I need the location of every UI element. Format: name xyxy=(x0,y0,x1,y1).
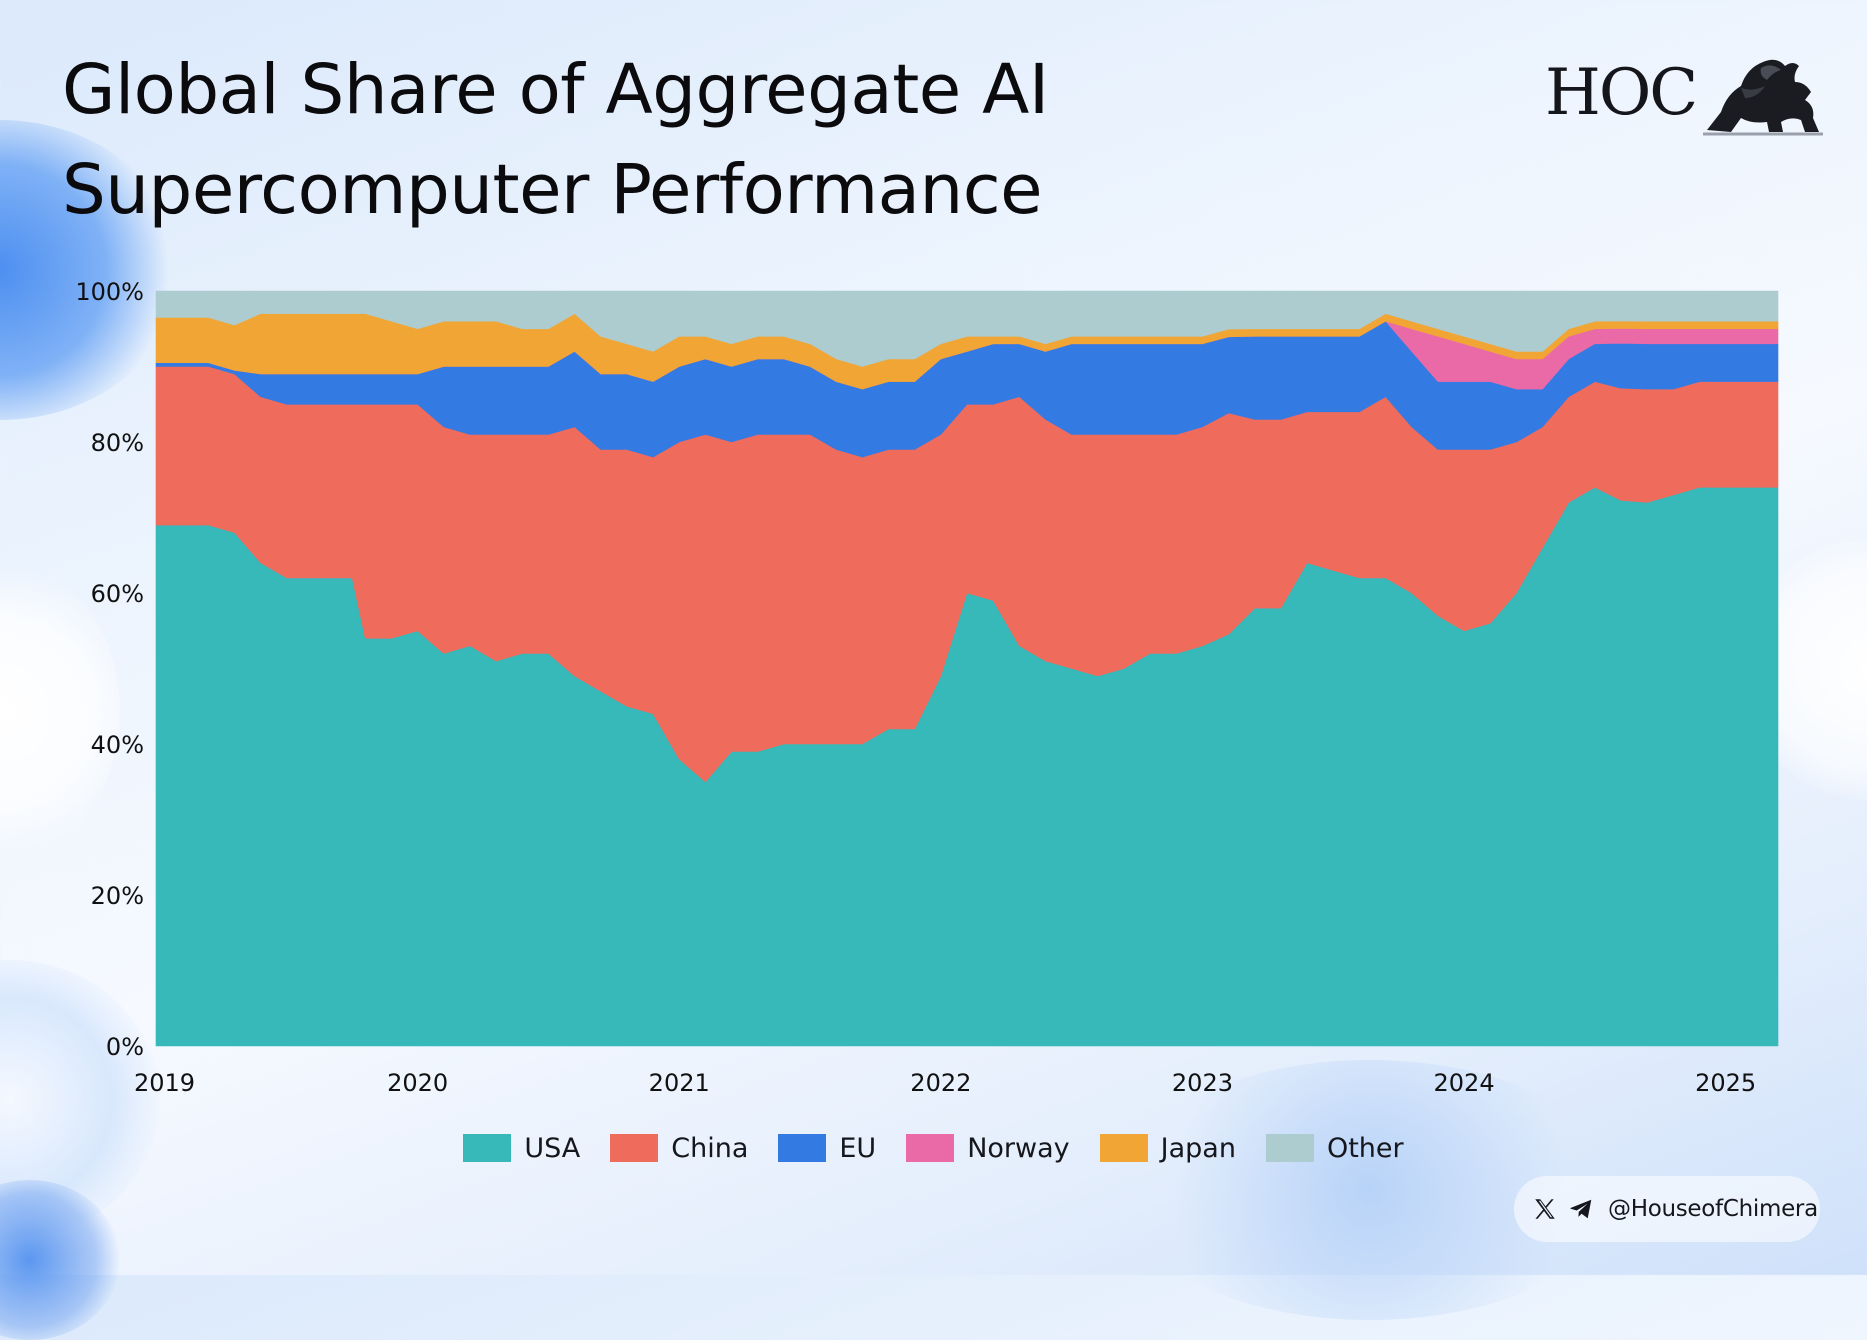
y-tick-label: 40% xyxy=(91,731,144,759)
chart-legend: USA China EU Norway Japan Other xyxy=(0,1132,1867,1164)
legend-item-norway: Norway xyxy=(906,1132,1070,1164)
x-tick-label: 2023 xyxy=(1172,1069,1233,1097)
y-tick-label: 80% xyxy=(91,429,144,457)
legend-item-japan: Japan xyxy=(1099,1132,1236,1164)
x-tick-label: 2019 xyxy=(134,1069,195,1097)
y-tick-label: 60% xyxy=(91,580,144,608)
social-handle-badge[interactable]: @HouseofChimera xyxy=(1514,1176,1820,1242)
logo-text: HOC xyxy=(1545,56,1698,130)
x-tick-label: 2025 xyxy=(1695,1069,1756,1097)
legend-label-other: Other xyxy=(1326,1132,1404,1164)
x-icon[interactable] xyxy=(1532,1196,1558,1222)
y-tick-label: 20% xyxy=(91,882,144,910)
legend-label-china: China xyxy=(671,1132,749,1164)
legend-swatch-china xyxy=(610,1134,659,1162)
x-tick-label: 2022 xyxy=(910,1069,971,1097)
legend-swatch-eu xyxy=(778,1134,827,1162)
legend-label-norway: Norway xyxy=(967,1132,1070,1164)
legend-swatch-norway xyxy=(906,1134,955,1162)
y-tick-label: 100% xyxy=(75,278,144,306)
legend-label-eu: EU xyxy=(839,1132,877,1164)
brand-logo: HOC xyxy=(1545,52,1825,142)
legend-swatch-japan xyxy=(1099,1134,1148,1162)
legend-item-other: Other xyxy=(1265,1132,1404,1164)
x-tick-label: 2021 xyxy=(649,1069,710,1097)
telegram-icon[interactable] xyxy=(1568,1196,1594,1222)
y-tick-label: 0% xyxy=(106,1033,144,1061)
legend-item-usa: USA xyxy=(463,1133,580,1164)
page-title: Global Share of Aggregate AI Supercomput… xyxy=(62,50,1049,230)
area-series-other xyxy=(155,290,1779,367)
x-tick-label: 2020 xyxy=(387,1069,448,1097)
x-tick-label: 2024 xyxy=(1434,1069,1495,1097)
legend-label-usa: USA xyxy=(524,1132,581,1164)
legend-item-china: China xyxy=(610,1133,748,1164)
legend-item-eu: EU xyxy=(778,1133,876,1164)
area-chart: 0% 20% 40% 60% 80% 100% 2019 2020 2021 2022 2023 20… xyxy=(75,278,1779,1097)
legend-swatch-other xyxy=(1265,1134,1314,1162)
lion-icon xyxy=(1703,59,1823,136)
social-handle[interactable]: @HouseofChimera xyxy=(1608,1196,1818,1222)
legend-label-japan: Japan xyxy=(1160,1132,1236,1164)
legend-swatch-usa xyxy=(463,1134,512,1162)
